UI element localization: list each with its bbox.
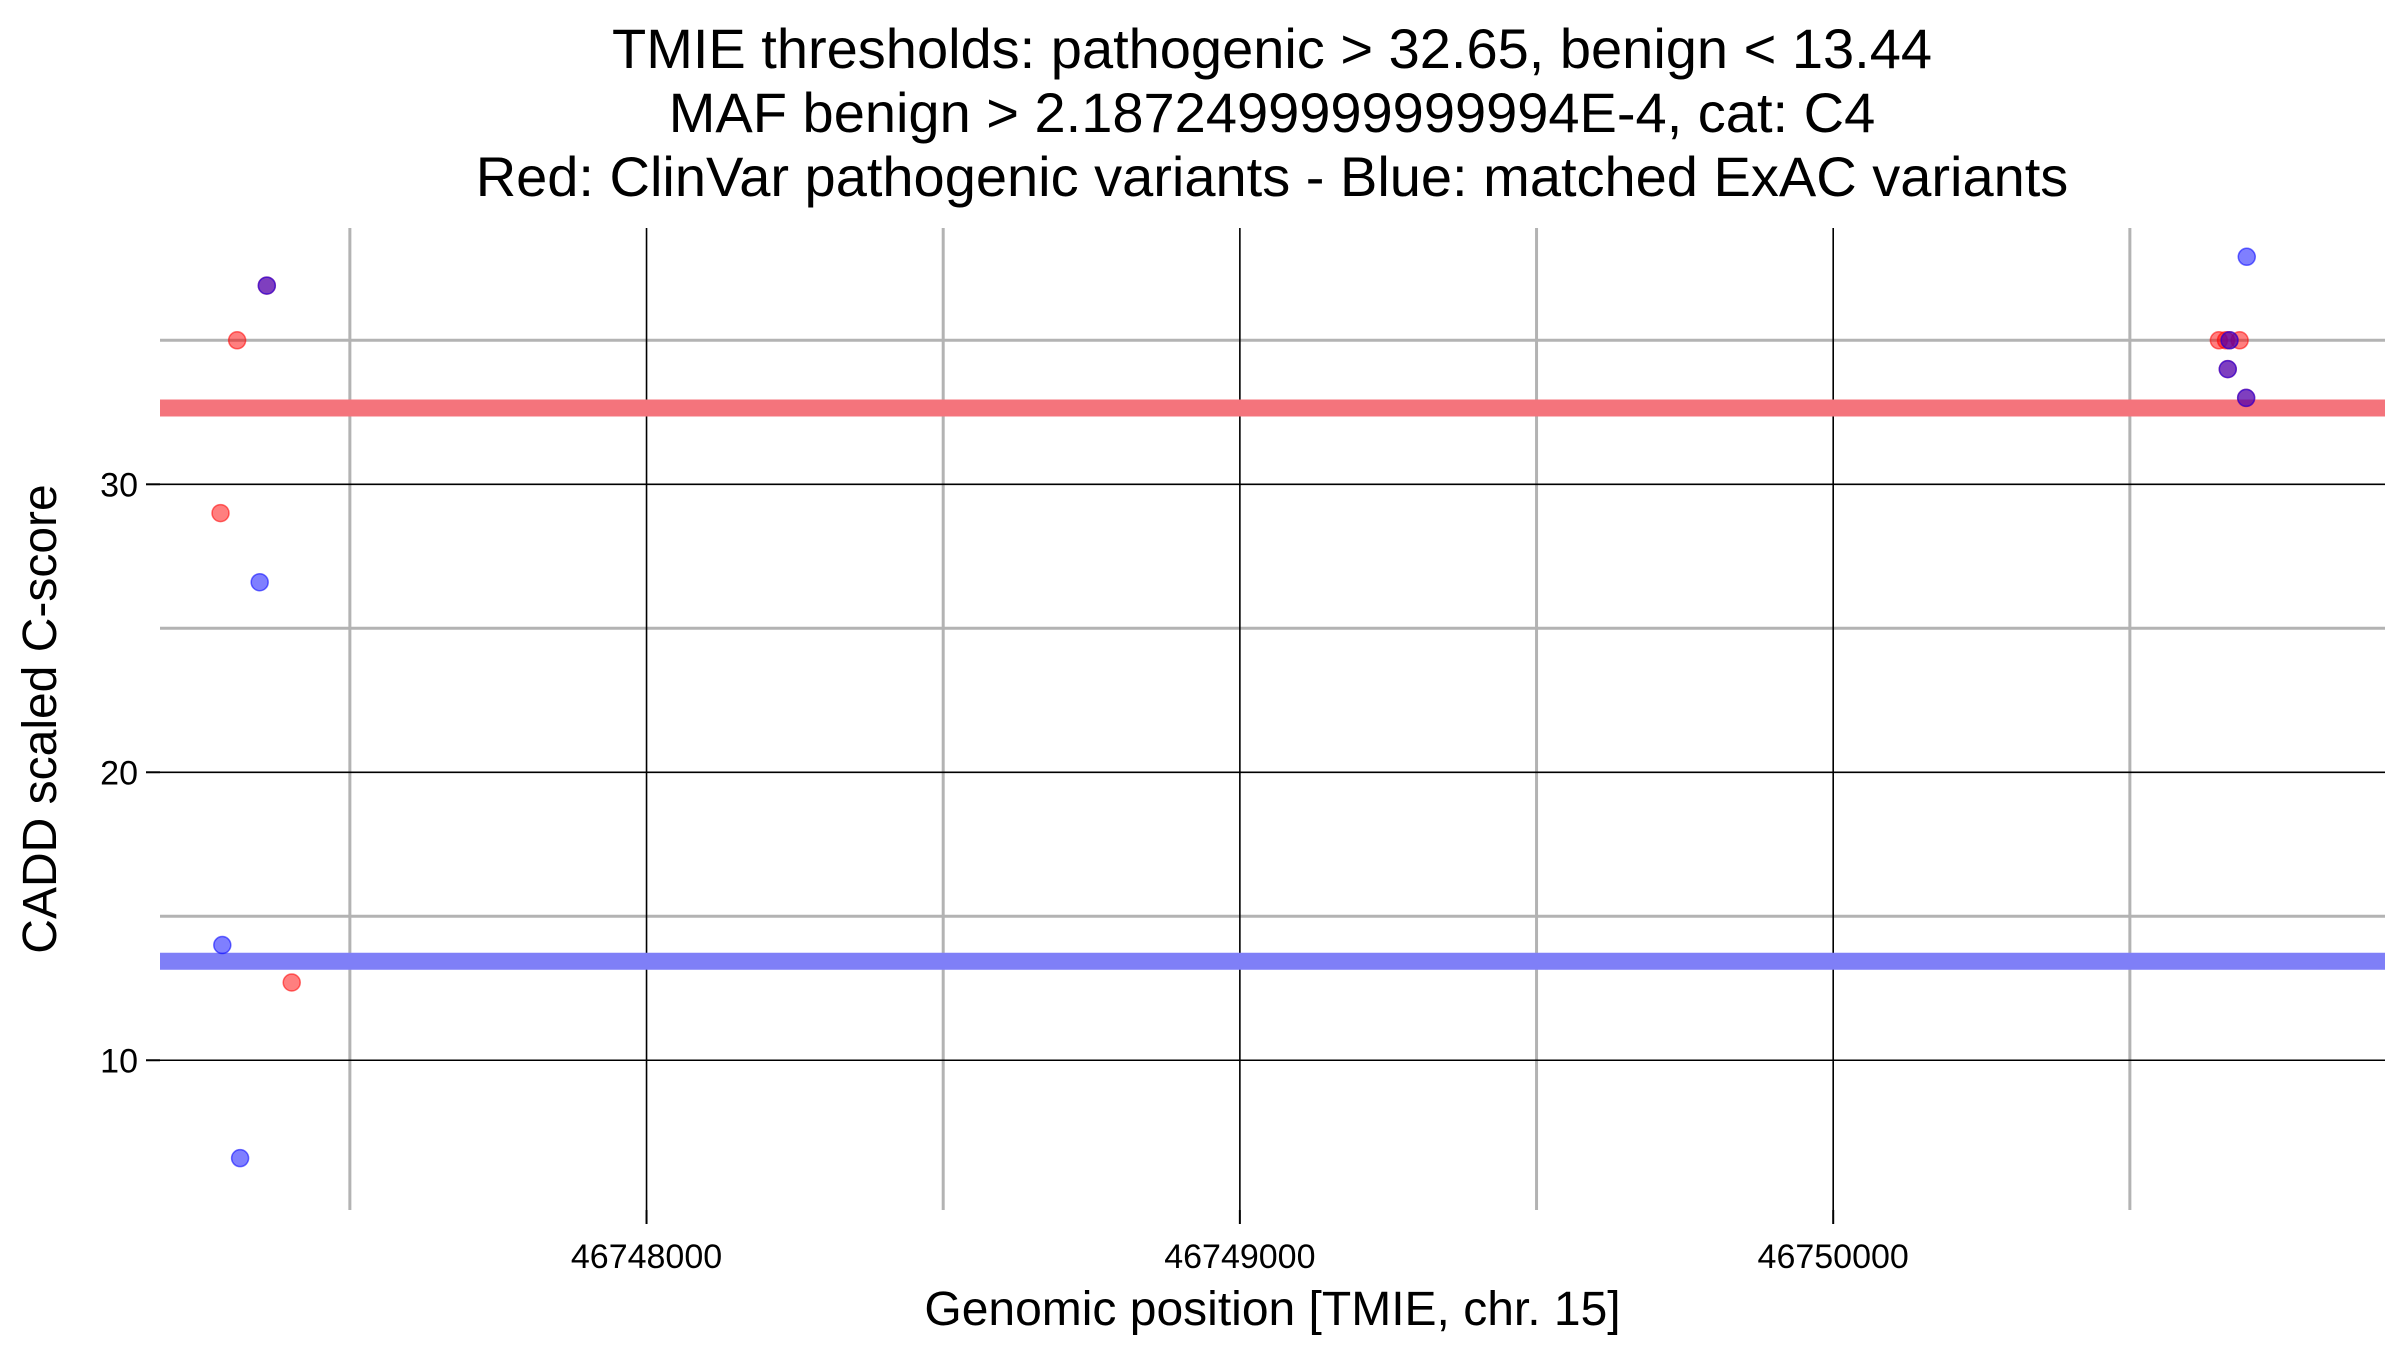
data-points <box>211 247 2257 1168</box>
y-tick-label: 30 <box>100 466 138 504</box>
chart-title-line-3: Red: ClinVar pathogenic variants - Blue:… <box>476 145 2069 208</box>
y-tick-label: 20 <box>100 754 138 792</box>
exac-point <box>2236 388 2256 408</box>
axis-ticks: 10 20 30 46748000 46749000 46750000 <box>100 466 1909 1276</box>
exac-point <box>250 572 269 592</box>
chart-title: TMIE thresholds: pathogenic > 32.65, ben… <box>476 17 2069 208</box>
clinvar-point <box>227 331 247 350</box>
y-tick-label: 10 <box>100 1042 138 1080</box>
exac-point <box>2220 331 2239 350</box>
x-tick-label: 46749000 <box>1164 1238 1315 1276</box>
chart-title-line-1: TMIE thresholds: pathogenic > 32.65, ben… <box>612 17 1932 80</box>
chart-title-line-2: MAF benign > 2.1872499999999994E-4, cat:… <box>669 81 1875 144</box>
exac-point <box>257 276 277 295</box>
x-axis-label: Genomic position [TMIE, chr. 15] <box>924 1283 1620 1336</box>
grid-lines <box>160 228 2385 1210</box>
clinvar-point <box>282 973 301 992</box>
exac-point <box>2218 359 2238 379</box>
x-tick-label: 46748000 <box>571 1238 722 1276</box>
y-axis-label: CADD scaled C-score <box>14 484 67 953</box>
x-tick-label: 46750000 <box>1758 1238 1909 1276</box>
threshold-lines <box>160 399 2385 970</box>
clinvar-point <box>211 503 230 523</box>
exac-point <box>2237 247 2257 267</box>
exac-point <box>213 935 232 955</box>
exac-point <box>230 1148 250 1168</box>
